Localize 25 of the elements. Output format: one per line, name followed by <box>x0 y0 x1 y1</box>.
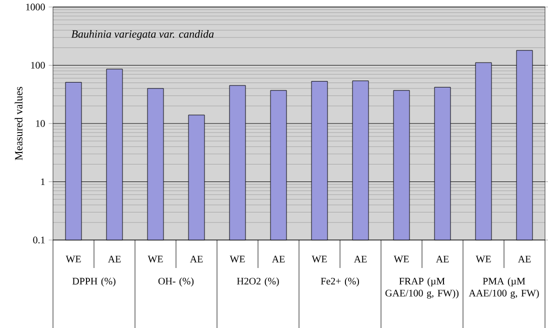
y-tick-label: 1 <box>41 178 45 186</box>
y-tick-label: 0.1 <box>33 236 45 244</box>
x-tick-label: WE <box>312 256 327 262</box>
text: DPPH (%) <box>72 278 116 287</box>
y-axis-title: Measured values <box>14 86 22 160</box>
text: Bauhinia variegata var. candida <box>71 30 214 40</box>
x-tick-label: AE <box>108 256 121 262</box>
x-tick-label: WE <box>230 256 245 262</box>
x-tick-label: AE <box>436 256 449 262</box>
y-tick-label: 100 <box>31 62 45 69</box>
x-tick-label: AE <box>354 256 367 262</box>
x-tick-label: WE <box>148 256 163 262</box>
x-tick-label: AE <box>272 256 285 262</box>
text: H2O2 (%) <box>236 278 279 287</box>
text: PMA (µM AAE/100 g, FW) <box>468 278 539 299</box>
x-tick-label: WE <box>66 256 81 262</box>
x-tick-label: AE <box>518 256 531 262</box>
text: FRAP (µM GAE/100 g, FW)) <box>385 278 458 299</box>
x-tick-label: AE <box>190 256 203 262</box>
x-tick-label: WE <box>476 256 491 262</box>
y-tick-label: 1000 <box>26 4 45 10</box>
y-tick-label: 10 <box>36 120 45 127</box>
text: Fe2+ (%) <box>320 278 359 287</box>
x-tick-label: WE <box>394 256 409 262</box>
text: OH- (%) <box>158 278 194 287</box>
